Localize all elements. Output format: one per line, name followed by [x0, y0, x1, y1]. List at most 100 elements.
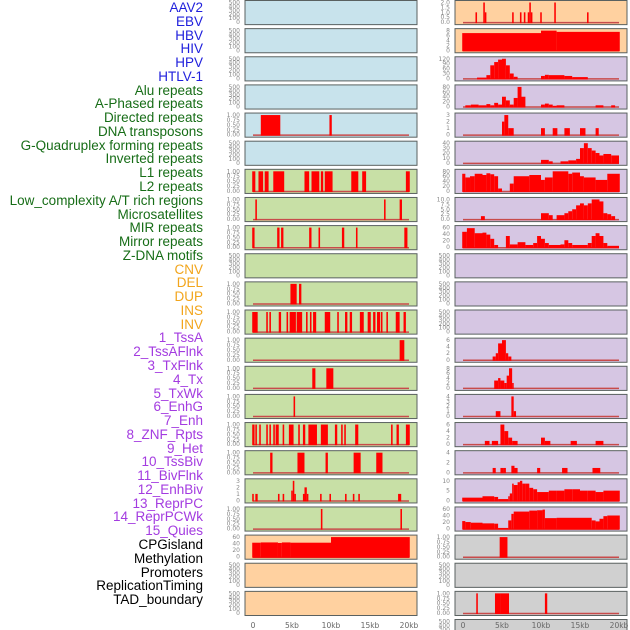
y-tick-label: 300: [229, 598, 241, 605]
y-tick-label: 200: [439, 265, 451, 272]
track-bar: [282, 493, 285, 502]
track-bar: [359, 312, 364, 333]
track-bar: [252, 542, 261, 558]
y-tick-label: 400: [229, 257, 241, 264]
y-tick-label: 1.00: [227, 309, 241, 316]
track-bar: [306, 312, 308, 333]
track-bar: [400, 508, 402, 530]
track-bar: [564, 75, 573, 80]
track-bar: [592, 467, 601, 474]
track-bar: [560, 215, 565, 221]
track-bar: [486, 173, 491, 192]
y-tick-label: 0.50: [227, 234, 241, 241]
track-bar: [576, 205, 580, 221]
track-bar: [494, 176, 499, 192]
track-bar: [595, 179, 608, 192]
track-bar: [399, 340, 405, 361]
track-bar: [297, 452, 305, 474]
y-tick-label: 2: [446, 42, 450, 49]
y-tick-label: 3: [236, 478, 240, 485]
track-bar: [542, 509, 545, 530]
track-bar: [500, 467, 504, 474]
track-bar: [377, 312, 381, 333]
y-tick-label: 300: [229, 7, 241, 14]
track-bar: [509, 368, 513, 389]
y-tick-label: 200: [229, 602, 241, 609]
track-bar: [474, 173, 483, 192]
x-tick-label: 0: [461, 621, 466, 630]
track-row: 0.000.250.500.751.00: [227, 196, 418, 223]
y-tick-label: 300: [439, 317, 451, 324]
y-tick-label: 500: [229, 56, 241, 63]
y-tick-label: 300: [229, 35, 241, 42]
track-bar: [504, 431, 509, 446]
track-bar: [337, 312, 339, 333]
y-tick-label: 5: [446, 488, 450, 495]
track-row: 0.000.250.500.751.00: [227, 393, 418, 420]
track-bar: [530, 12, 533, 24]
y-tick-label: 0: [446, 188, 450, 195]
track-bar: [266, 424, 268, 446]
track-background: [454, 562, 628, 588]
track-bar: [508, 128, 514, 136]
track-bar: [576, 158, 580, 164]
y-tick-label: 10: [442, 155, 450, 162]
track-bar: [275, 424, 279, 446]
track-bar: [513, 76, 518, 80]
track-bar: [299, 283, 302, 305]
y-tick-label: 2.5: [440, 211, 450, 218]
track-bar: [325, 452, 328, 474]
track-label: 6_EnhG: [153, 399, 203, 415]
track-label: Directed repeats: [103, 110, 203, 126]
track-bar: [395, 312, 400, 333]
y-tick-label: 6: [446, 33, 450, 40]
track-label: 5_TxWk: [153, 385, 203, 401]
y-tick-label: 400: [229, 88, 241, 95]
y-tick-label: 2: [446, 350, 450, 357]
y-tick-label: 100: [229, 15, 241, 22]
track-bar: [288, 424, 294, 446]
y-tick-label: 6: [446, 337, 450, 344]
track-bar: [517, 482, 520, 502]
y-tick-label: 0.25: [227, 408, 241, 415]
track-background: [454, 253, 628, 279]
track-bar: [564, 489, 573, 502]
track-label: 11_BivFlnk: [137, 468, 203, 484]
track-bar: [603, 243, 608, 249]
y-tick-label: 1.00: [227, 168, 241, 175]
track-bar: [351, 171, 359, 192]
track-bar: [508, 437, 513, 446]
track-bar: [494, 102, 499, 108]
track-bar: [255, 424, 257, 446]
track-bar: [386, 312, 388, 333]
track-row: 0.000.250.500.751.00: [437, 590, 628, 617]
y-tick-label: 0: [446, 469, 450, 476]
track-bar: [484, 12, 487, 24]
track-bar: [502, 96, 506, 108]
track-bar: [264, 171, 269, 192]
track-label: Low_complexity A/T rich regions: [9, 192, 203, 208]
track-bar: [544, 440, 551, 446]
track-bar: [329, 115, 332, 136]
track-bar: [595, 128, 599, 136]
y-tick-label: 0.00: [227, 244, 241, 251]
track-bar: [465, 522, 471, 530]
track-bar: [498, 527, 509, 530]
y-tick-label: 1.00: [227, 225, 241, 232]
track-bar: [292, 480, 295, 502]
y-tick-label: 0.75: [227, 426, 241, 433]
track-bar: [344, 424, 346, 446]
track-bar: [511, 396, 514, 418]
y-tick-label: 0.25: [227, 239, 241, 246]
track-bar: [270, 452, 273, 474]
track-bar: [508, 356, 512, 361]
y-tick-label: 0: [446, 132, 450, 139]
y-tick-label: 500: [439, 619, 451, 626]
track-row: 0.000.250.500.751.00: [227, 506, 418, 533]
track-bar: [498, 59, 502, 80]
